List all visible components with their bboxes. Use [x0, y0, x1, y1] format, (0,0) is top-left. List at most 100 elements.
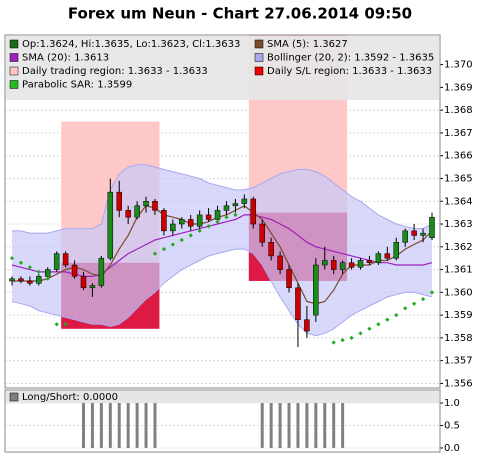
sar-dot	[224, 215, 229, 220]
sar-dot	[376, 322, 381, 327]
long-short-bar	[269, 403, 273, 448]
candle-body	[214, 210, 221, 220]
y-tick-label: 1.359	[444, 310, 473, 321]
band-lower	[11, 248, 433, 337]
candle-body	[53, 253, 60, 270]
long-short-bar	[99, 403, 103, 448]
candle-body	[179, 219, 185, 225]
y-tick-label: 1.0	[444, 398, 460, 409]
legend-label: Bollinger (20, 2): 1.3592 - 1.3635	[267, 53, 434, 64]
candle-body	[366, 260, 373, 263]
long-short-bar	[341, 403, 345, 448]
legend-box	[6, 36, 439, 100]
long-short-bar	[323, 403, 327, 448]
sar-dot	[215, 219, 220, 224]
plot-frame	[4, 34, 441, 389]
sar-dot	[206, 224, 211, 229]
y-tick-label: 1.356	[444, 378, 473, 389]
candle-body	[18, 278, 24, 282]
candle-body	[27, 280, 33, 284]
long-short-bar	[117, 403, 121, 448]
candle-body	[402, 230, 408, 243]
long-short-bar	[90, 403, 94, 448]
sar-dot	[340, 338, 345, 343]
y-tick-label: 1.357	[444, 356, 473, 367]
candle-body	[134, 205, 140, 218]
long-short-bar	[314, 403, 318, 448]
candle-body	[232, 203, 239, 207]
lower-frame	[4, 389, 441, 453]
candle-body	[304, 319, 310, 332]
long-short-bar	[278, 403, 282, 448]
main-panel: Op:1.3624, Hi:1.3635, Lo:1.3623, Cl:1.36…	[5, 35, 440, 388]
candle-body	[71, 264, 78, 277]
lower-legend-box	[6, 391, 439, 403]
candle-body	[384, 253, 391, 259]
y-tick-label: 1.358	[444, 333, 473, 344]
y-tick-label: 0.5	[444, 420, 460, 431]
candle-body	[420, 232, 426, 236]
sar-dot	[349, 335, 354, 341]
indicator-line	[11, 214, 433, 277]
legend-label: SMA (5): 1.3627	[267, 39, 348, 50]
legend-label: SMA (20): 1.3613	[22, 53, 109, 64]
candle-body	[89, 285, 96, 289]
candle-body	[187, 219, 194, 227]
sar-dot	[394, 313, 399, 318]
legend-swatch	[9, 39, 19, 49]
long-short-bar	[305, 403, 309, 448]
candle-body	[9, 278, 15, 282]
legend-swatch	[254, 53, 264, 62]
candle-body	[241, 198, 248, 204]
candle-body	[295, 287, 301, 320]
long-short-bar	[135, 403, 139, 448]
candle-body	[170, 223, 176, 232]
candle-body	[339, 262, 346, 270]
sar-dot	[412, 301, 417, 306]
sar-dot	[188, 233, 193, 238]
sar-dot	[197, 228, 202, 233]
candle-body	[36, 276, 42, 284]
candle-body	[80, 276, 87, 289]
legend-label: Daily S/L region: 1.3633 - 1.3633	[267, 66, 432, 77]
y-tick-label: 1.367	[444, 128, 473, 139]
candle-body	[429, 216, 435, 238]
candle-body	[393, 241, 400, 259]
long-short-bar	[81, 403, 85, 448]
candle-body	[322, 260, 328, 266]
legend-label: Long/Short: 0.0000	[22, 392, 118, 403]
sar-dot	[403, 306, 408, 311]
sar-dot	[161, 246, 167, 252]
candle-body	[107, 191, 114, 259]
sar-dot	[358, 331, 363, 336]
sar-dot	[331, 340, 336, 345]
lower-panel: 0.0 0.5 1.0 Long/Short: 0.0000	[4, 389, 460, 454]
candle-body	[196, 214, 203, 227]
candle-body	[125, 210, 131, 218]
candle-body	[259, 223, 265, 243]
sar-dot	[429, 290, 435, 295]
candle-body	[313, 264, 319, 316]
legend-label: Daily trading region: 1.3633 - 1.3633	[22, 66, 208, 77]
legend-swatch	[254, 66, 264, 76]
y-tick-label: 1.363	[444, 219, 473, 230]
candle-body	[286, 269, 292, 289]
legend-swatch	[9, 53, 19, 62]
y-tick-label: 1.362	[444, 242, 473, 253]
legend-swatch	[254, 39, 264, 49]
long-short-bar	[260, 403, 264, 448]
sar-dot	[233, 212, 238, 218]
candle-body	[348, 262, 355, 268]
y-tick-label: 1.366	[444, 151, 473, 162]
candle-body	[205, 214, 212, 220]
legend-swatch	[9, 66, 19, 76]
long-short-bar	[153, 403, 157, 448]
y-tick-label: 1.369	[444, 82, 473, 93]
candle-body	[98, 257, 105, 286]
candle-body	[143, 201, 149, 207]
long-short-bar	[287, 403, 291, 448]
sar-dot	[385, 317, 390, 322]
candle-body	[62, 253, 69, 266]
